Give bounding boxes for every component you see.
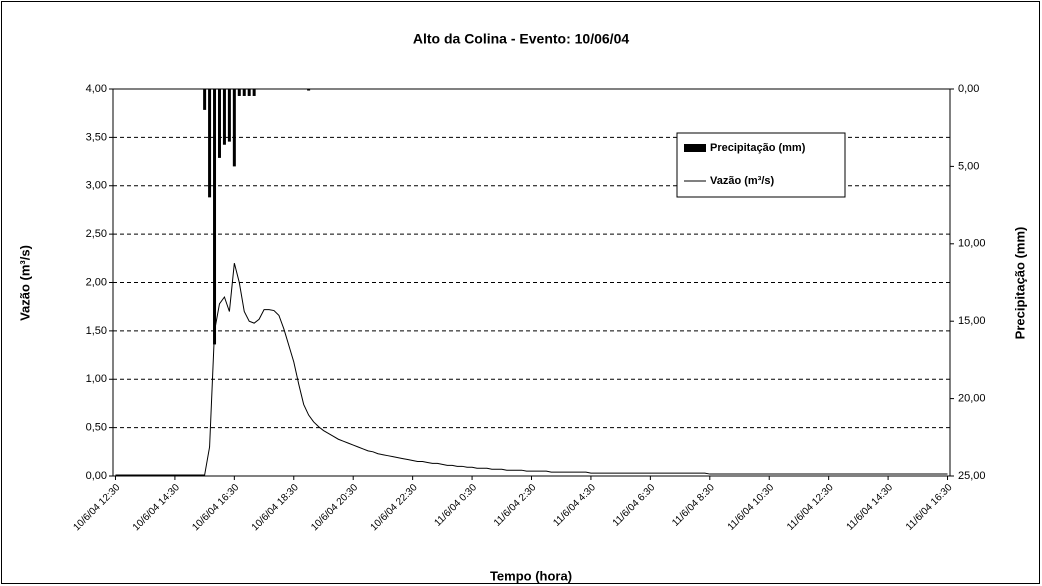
- x-axis-title: Tempo (hora): [490, 568, 572, 583]
- y2-tick-label: 0,00: [958, 83, 979, 95]
- bar: [237, 89, 241, 96]
- y2-axis-title: Precipitação (mm): [1012, 227, 1027, 340]
- y-tick-label: 1,00: [86, 373, 107, 385]
- legend-box: [676, 132, 846, 198]
- bar: [203, 89, 207, 110]
- y2-tick-label: 20,00: [958, 393, 986, 405]
- bar: [232, 89, 236, 167]
- bar: [242, 89, 246, 96]
- y-tick-label: 4,00: [86, 83, 107, 95]
- bar: [208, 89, 212, 198]
- y2-tick-label: 15,00: [958, 315, 986, 327]
- bar: [307, 89, 311, 91]
- y-tick-label: 0,50: [86, 422, 107, 434]
- y-axis-title: Vazão (m³/s): [17, 245, 32, 321]
- line: [115, 263, 948, 476]
- legend-swatch: [684, 144, 706, 152]
- y-tick-label: 0,00: [86, 470, 107, 482]
- y-tick-label: 3,00: [86, 180, 107, 192]
- y2-tick-label: 10,00: [958, 238, 986, 250]
- bar: [227, 89, 231, 142]
- y-tick-label: 1,50: [86, 325, 107, 337]
- bar: [217, 89, 221, 158]
- legend-label: Precipitação (mm): [710, 142, 806, 154]
- chart-title: Alto da Colina - Evento: 10/06/04: [413, 31, 629, 47]
- y2-tick-label: 25,00: [958, 470, 986, 482]
- y-tick-label: 2,50: [86, 228, 107, 240]
- y-tick-label: 2,00: [86, 276, 107, 288]
- y-tick-label: 3,50: [86, 131, 107, 143]
- legend-label: Vazão (m³/s): [710, 175, 775, 187]
- bar: [247, 89, 251, 96]
- bar: [213, 89, 217, 345]
- y2-tick-label: 5,00: [958, 160, 979, 172]
- bar: [222, 89, 226, 145]
- plot-frame: [112, 88, 951, 477]
- bar: [252, 89, 256, 96]
